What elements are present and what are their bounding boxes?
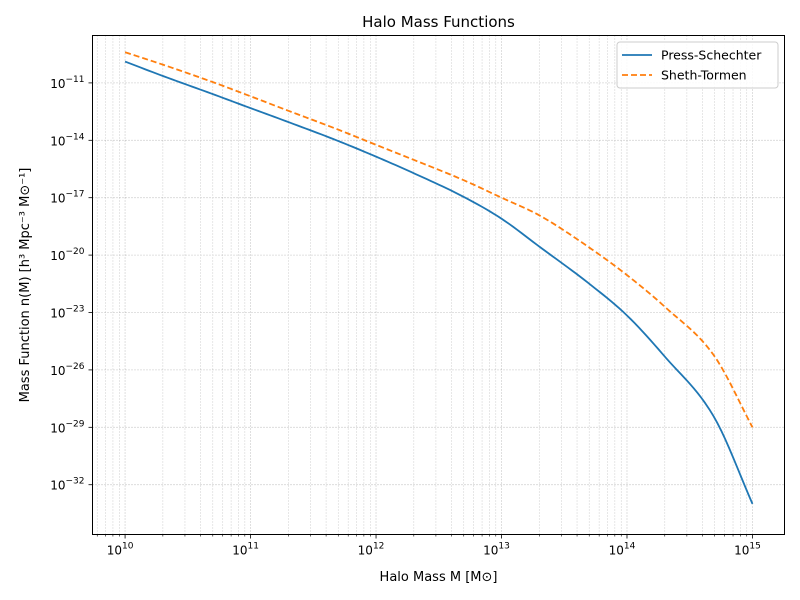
x-tick-label: 1014 [609, 542, 636, 558]
x-tick-label: 1012 [358, 542, 385, 558]
chart-title: Halo Mass Functions [362, 13, 515, 31]
legend-label-sheth-tormen: Sheth-Tormen [661, 68, 747, 83]
legend-label-press-schechter: Press-Schechter [661, 48, 762, 63]
grid [92, 35, 785, 535]
y-tick-label: 10−26 [50, 362, 85, 378]
legend-box [616, 41, 779, 89]
y-tick-label: 10−17 [50, 190, 84, 206]
x-tick-label: 1011 [232, 542, 259, 558]
series-line-press-schechter [124, 60, 754, 505]
legend: Press-Schechter Sheth-Tormen [616, 41, 779, 89]
y-tick-label: 10−23 [50, 305, 84, 321]
series-layer [124, 51, 754, 505]
series-line-sheth-tormen [124, 51, 754, 428]
y-axis-label: Mass Function n(M) [h³ Mpc⁻³ M⊙⁻¹] [18, 168, 33, 403]
x-tick-label: 1015 [734, 542, 761, 558]
y-tick-label: 10−32 [50, 477, 84, 493]
y-tick-label: 10−20 [50, 247, 85, 263]
x-tick-label: 1013 [483, 542, 510, 558]
y-tick-label: 10−29 [50, 419, 85, 435]
x-axis-label: Halo Mass M [M⊙] [380, 570, 498, 585]
plot-frame [92, 35, 785, 535]
ticks: 1010 1011 1012 1013 1014 1015 10−11 10−14 10−17 1… [50, 75, 761, 558]
x-tick-label: 1010 [107, 542, 134, 558]
y-tick-label: 10−11 [50, 75, 84, 91]
y-tick-label: 10−14 [50, 132, 85, 148]
